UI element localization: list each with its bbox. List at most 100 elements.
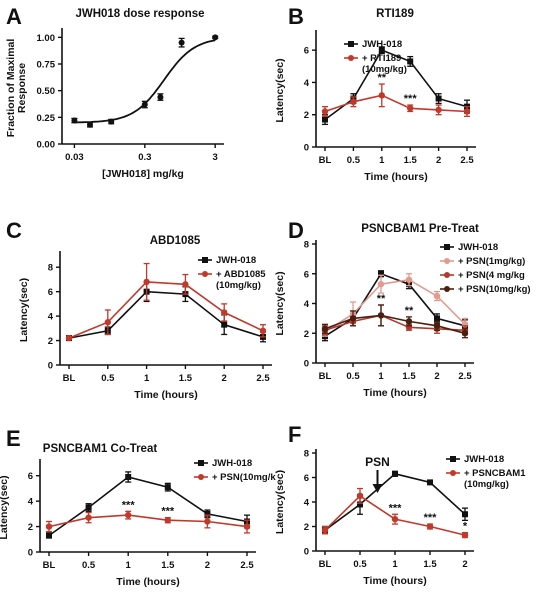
x-tick-label: 2.5 xyxy=(240,560,254,571)
data-point xyxy=(435,95,442,102)
y-axis-label: Latency(sec) xyxy=(0,475,10,539)
y-axis-label: Latency(sec) xyxy=(274,58,286,122)
y-tick-label: 6 xyxy=(48,287,53,298)
y-axis-label-line: Fraction of Maximal xyxy=(5,39,17,138)
series-line xyxy=(324,272,466,337)
data-point xyxy=(87,121,94,128)
y-tick-label: 2 xyxy=(304,110,309,121)
x-tick-label: BL xyxy=(319,559,332,570)
data-point xyxy=(349,315,357,322)
data-point xyxy=(378,92,385,99)
data-point xyxy=(321,108,329,115)
chart-title: ABD1085 xyxy=(150,235,201,247)
data-point xyxy=(377,312,385,319)
legend-label: JWH-018 xyxy=(362,39,402,50)
y-tick-label: 4 xyxy=(304,78,310,89)
data-point xyxy=(65,334,73,342)
series-2 xyxy=(321,273,469,337)
data-point xyxy=(461,330,469,337)
legend-label: + PSN(10mg/kg) xyxy=(458,284,531,295)
significance-marker: ** xyxy=(405,305,414,317)
legend-marker xyxy=(450,456,456,462)
data-point xyxy=(350,98,357,106)
x-tick-label: 2.5 xyxy=(458,371,472,382)
y-tick-label: 4 xyxy=(304,299,310,310)
y-tick-label: 1.00 xyxy=(37,33,56,44)
x-tick-label: 0.5 xyxy=(82,560,96,571)
data-point xyxy=(356,492,364,500)
series-line xyxy=(324,278,466,333)
y-axis-label-line: Response xyxy=(16,63,28,113)
legend-label: JWH-018 xyxy=(464,454,504,465)
data-point xyxy=(204,518,211,525)
legend-marker xyxy=(348,55,354,61)
significance-marker: *** xyxy=(404,93,418,105)
x-tick-label: 1.5 xyxy=(404,155,418,166)
panel-label: B xyxy=(288,4,304,29)
x-tick-label: 0.03 xyxy=(65,152,84,163)
data-point xyxy=(357,501,363,508)
legend-marker xyxy=(202,257,208,263)
data-point xyxy=(45,523,53,530)
legend-label: + PSN(1mg/kg) xyxy=(458,256,525,267)
data-point xyxy=(461,531,469,539)
significance-marker: *** xyxy=(122,499,136,511)
data-point xyxy=(182,281,189,288)
legend-entry: JWH-018 xyxy=(446,454,504,465)
chart-panel-d: D PSNCBAM1 Pre-Treat 0 2 4 6 8 BL 0.5 1 1.5 2 2.5 Tim… xyxy=(274,218,531,399)
data-point xyxy=(435,106,442,114)
data-point xyxy=(392,470,398,477)
data-point xyxy=(85,504,92,511)
chart-panel-e: E PSNCBAM1 Co-Treat 0 2 4 6 BL 0.5 1 1.5 2 2.5 Time … xyxy=(0,426,276,588)
data-point xyxy=(462,511,468,518)
y-tick-label: 4 xyxy=(48,312,54,323)
y-tick-label: 6 xyxy=(304,46,309,57)
chart-panel-a: A JWH018 dose response 0.00 0.25 0.50 0.75 1.0… xyxy=(5,4,224,180)
chart-title: RTI189 xyxy=(376,8,414,20)
x-tick-label: 0.5 xyxy=(353,559,367,570)
series-1 xyxy=(71,34,219,128)
chart-panel-c: C ABD1085 0 2 4 6 8 BL 0.5 1 1.5 2 2.5 Time (hours) La… xyxy=(6,218,272,401)
x-tick-label: 1 xyxy=(392,559,398,570)
significance-marker: *** xyxy=(424,512,438,524)
legend-marker xyxy=(444,272,450,278)
y-tick-label: 0 xyxy=(304,547,309,558)
y-tick-label: 6 xyxy=(28,471,33,482)
y-axis-label: Latency(sec) xyxy=(18,278,30,342)
data-point xyxy=(434,315,440,322)
x-tick-label: 2 xyxy=(434,371,439,382)
x-tick-label: 0.3 xyxy=(138,152,151,163)
data-point xyxy=(433,322,441,330)
x-tick-label: BL xyxy=(319,371,332,382)
x-tick-label: 1 xyxy=(378,371,384,382)
legend-entry: + PSN(4 mg/kg xyxy=(440,270,525,281)
series-line xyxy=(48,476,248,537)
data-point xyxy=(143,278,150,286)
y-tick-label: 0 xyxy=(28,548,33,559)
legend-label: + RTI189 xyxy=(362,53,401,64)
x-axis-label: Time (hours) xyxy=(363,575,426,587)
legend-marker xyxy=(450,470,456,476)
panel-label: E xyxy=(6,426,21,451)
x-tick-label: 1 xyxy=(144,373,150,384)
y-axis-label: Latency(sec) xyxy=(274,271,286,335)
data-point xyxy=(321,526,329,534)
significance-marker: *** xyxy=(161,506,175,518)
x-tick-label: 1.5 xyxy=(161,560,175,571)
data-point xyxy=(377,280,385,288)
series-line xyxy=(48,514,248,528)
x-tick-label: 2 xyxy=(205,560,210,571)
legend-marker xyxy=(348,41,354,47)
panel-label: C xyxy=(6,218,22,243)
x-tick-label: 2 xyxy=(222,373,227,384)
legend-label: (10mg/kg) xyxy=(216,280,261,291)
data-point xyxy=(46,532,52,539)
chart-title: PSNCBAM1 Co-Treat xyxy=(43,443,158,455)
y-tick-label: 0 xyxy=(304,359,309,370)
y-tick-label: 0.00 xyxy=(37,140,56,151)
series-line xyxy=(68,290,264,339)
x-tick-label: 0.5 xyxy=(101,373,115,384)
series-2 xyxy=(321,487,469,539)
series-2 xyxy=(321,83,471,117)
